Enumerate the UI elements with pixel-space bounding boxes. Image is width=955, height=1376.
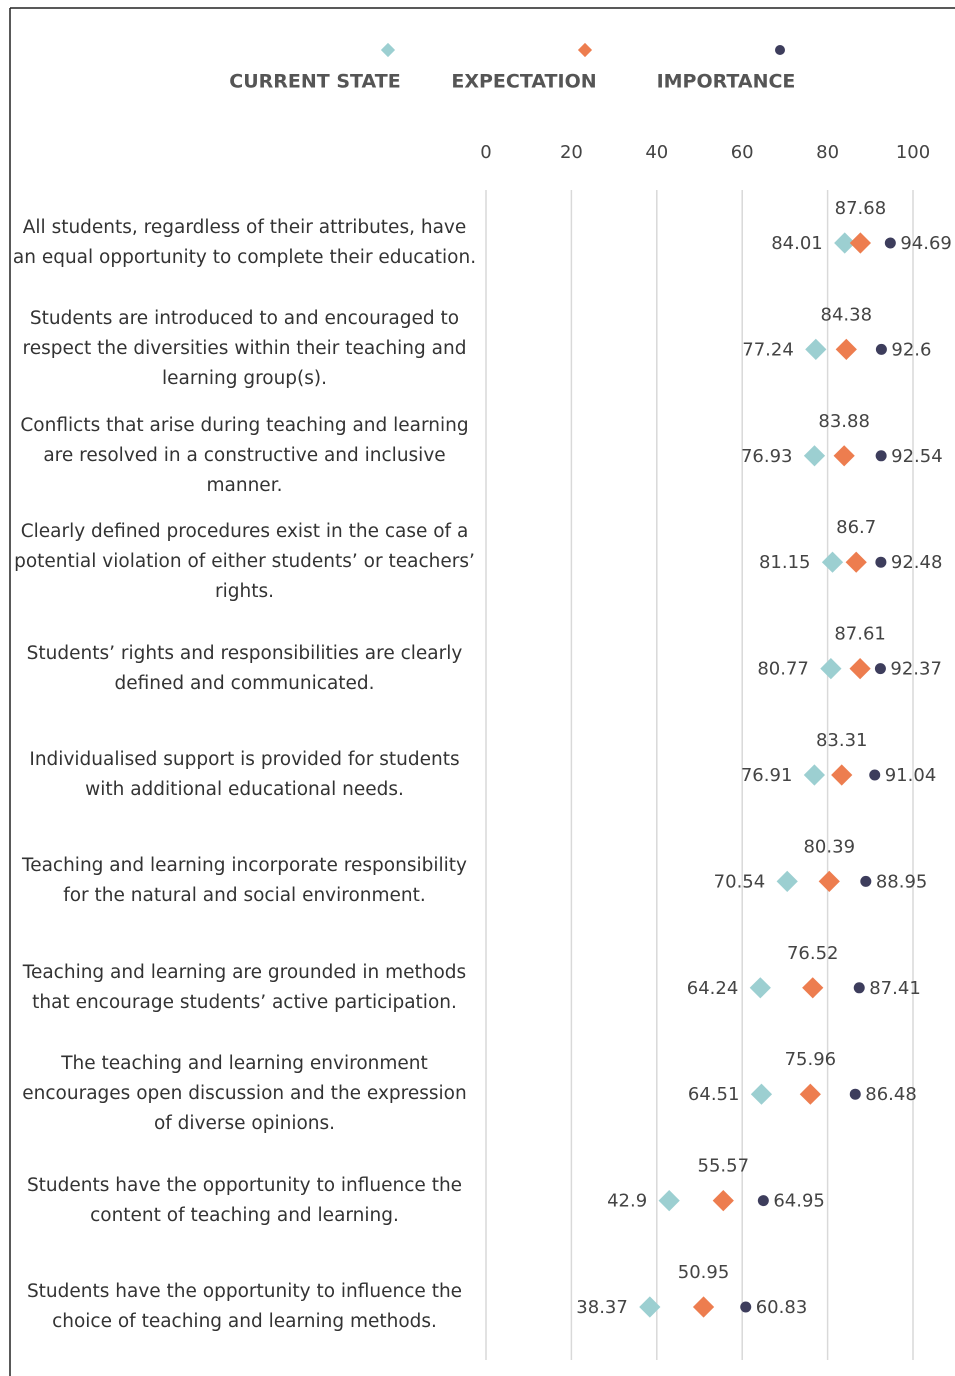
data-label: 83.31 (816, 730, 868, 751)
category-label: Individualised support is provided for s… (29, 749, 460, 800)
dot-marker (833, 445, 855, 467)
dot-marker (834, 232, 856, 254)
category-label: Clearly defined procedures exist in the … (14, 521, 475, 603)
dot-marker (821, 551, 844, 573)
data-label: 55.57 (698, 1156, 750, 1177)
dot-marker (853, 982, 865, 994)
dot-marker (658, 1189, 680, 1212)
category-label: The teaching and learning environment en… (22, 1053, 467, 1135)
data-label: 42.9 (607, 1191, 647, 1212)
data-label: 91.04 (885, 765, 937, 786)
data-label: 76.52 (787, 943, 839, 964)
x-tick-label: 80 (816, 142, 839, 163)
dot-marker (802, 977, 824, 999)
data-label: 80.77 (757, 659, 809, 680)
dot-marker (820, 657, 842, 680)
data-label: 92.54 (891, 446, 943, 467)
data-label: 60.83 (756, 1297, 808, 1318)
data-label: 38.37 (576, 1297, 628, 1318)
legend-marker (380, 42, 396, 58)
dot-marker (639, 1296, 661, 1318)
data-label: 87.68 (835, 198, 887, 219)
dot-marker (860, 875, 872, 887)
x-tick-label: 20 (560, 142, 583, 163)
dot-marker (835, 338, 857, 361)
data-label: 88.95 (876, 871, 928, 892)
data-label: 64.95 (773, 1191, 825, 1212)
legend-label: IMPORTANCE (657, 71, 796, 93)
data-label: 86.48 (865, 1084, 917, 1105)
category-label: Students have the opportunity to influen… (26, 1174, 463, 1226)
x-tick-label: 0 (480, 142, 491, 163)
dot-marker (799, 1083, 821, 1105)
dot-marker (884, 237, 896, 249)
dot-marker (805, 338, 827, 361)
data-label: 87.61 (834, 624, 886, 645)
data-label: 80.39 (803, 836, 855, 857)
x-tick-label: 100 (896, 142, 930, 163)
data-label: 77.24 (742, 339, 794, 360)
data-label: 70.54 (714, 871, 766, 892)
category-label: All students, regardless of their attrib… (12, 217, 477, 268)
data-label: 86.7 (836, 517, 876, 538)
data-label: 94.69 (900, 233, 952, 254)
dot-marker (750, 1083, 773, 1105)
dot-marker (803, 445, 826, 467)
legend-label: CURRENT STATE (229, 71, 400, 93)
legend-label: EXPECTATION (451, 71, 596, 93)
dot-marker (869, 769, 881, 781)
data-label: 64.51 (688, 1084, 740, 1105)
legend-marker (577, 42, 593, 58)
dot-marker (875, 343, 887, 355)
data-label: 75.96 (785, 1049, 837, 1070)
data-label: 64.24 (687, 978, 739, 999)
data-label: 92.48 (891, 552, 943, 573)
dot-marker (818, 870, 840, 893)
data-label: 84.38 (821, 304, 873, 325)
dot-marker (712, 1189, 734, 1212)
dot-marker (875, 556, 887, 568)
category-label: Students’ rights and responsibilities ar… (26, 642, 463, 694)
data-label: 81.15 (759, 552, 811, 573)
data-label: 92.37 (890, 659, 942, 680)
x-tick-label: 60 (731, 142, 754, 163)
dot-marker (849, 1088, 861, 1100)
data-label: 76.93 (741, 446, 793, 467)
dot-marker (749, 977, 771, 999)
dot-marker (874, 663, 886, 675)
dot-marker (740, 1301, 752, 1313)
data-label: 50.95 (678, 1262, 730, 1283)
dot-marker (875, 450, 887, 462)
dot-marker (692, 1296, 715, 1318)
category-label: Conflicts that arise during teaching and… (20, 414, 469, 496)
dot-marker (803, 764, 826, 786)
data-label: 84.01 (771, 233, 823, 254)
dot-marker (757, 1195, 769, 1207)
legend-marker (775, 45, 785, 55)
category-label: Teaching and learning incorporate respon… (22, 855, 467, 907)
dot-marker (849, 657, 871, 680)
dot-marker (776, 870, 798, 893)
dot-marker (845, 551, 867, 573)
dot-marker (849, 232, 872, 254)
data-label: 83.88 (818, 411, 870, 432)
x-tick-label: 40 (645, 142, 668, 163)
category-label: Students are introduced to and encourage… (22, 308, 467, 390)
data-label: 76.91 (741, 765, 793, 786)
data-label: 92.6 (891, 339, 931, 360)
data-label: 87.41 (869, 978, 921, 999)
category-label: Students have the opportunity to influen… (26, 1281, 463, 1332)
dot-marker (831, 764, 853, 786)
category-label: Teaching and learning are grounded in me… (22, 961, 467, 1013)
